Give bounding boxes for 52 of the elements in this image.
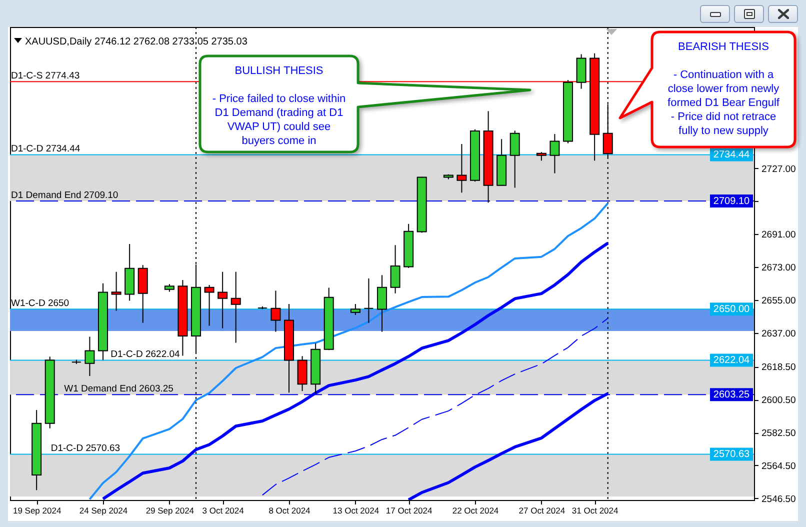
annotation: D1-C-D 2734.44 [11,144,80,155]
annotation: D1 Demand End 2709.10 [11,190,118,202]
x-tick-label: 29 Sep 2024 [146,506,194,516]
candlestick [218,271,228,329]
line-series [407,392,610,500]
candlestick [270,290,281,332]
text: BEARISH THESIS - Continuation with a close lower from newly formed D1 Bear Engulf - Price did not retrace fully to new supply [668,41,780,137]
annotation: D1-C-S 2774.43 [11,70,80,82]
y-tick-label: 2600.50 [762,395,796,406]
candlestick [230,271,241,344]
x-tick-label: 17 Oct 2024 [386,506,432,516]
annotation: D1-C-D 2622.04 [110,349,180,360]
candlestick [204,284,214,326]
text: XAUUSD,Daily 2746.12 2762.08 2733.05 2735.03 [25,36,248,48]
y-tick-label: 2582.50 [762,428,796,440]
x-tick-label: 31 Oct 2024 [572,506,618,516]
y-tick-label: 2673.00 [762,262,796,274]
candlestick [350,304,360,316]
x-tick-label: 13 Oct 2024 [332,506,380,516]
candlestick [510,130,520,188]
candlestick [390,244,400,294]
ref-line-label: 2734.44 [713,150,750,161]
y-tick-label: 2546.50 [762,494,796,505]
candlestick [111,271,122,312]
line-series [262,318,608,496]
annotation: W1 Demand End 2603.25 [64,384,174,395]
x-tick-label: 3 Oct 2024 [202,506,244,516]
y-tick-label: 2727.00 [762,164,796,175]
annotation: W1-C-D 2650 [11,298,70,310]
y-tick-label: 2637.00 [762,328,796,340]
annotation: D1-C-D 2570.63 [50,443,120,454]
ref-line-label: 2570.63 [713,449,750,460]
ref-line-label: 2650.00 [713,304,750,316]
text: BULLISH THESIS - Price failed to close within D1 Demand (trading at D1 VWAP UT) could see buyers come in [212,65,346,147]
ref-line-label: 2622.04 [713,355,750,366]
ref-line-label: 2603.25 [713,390,750,401]
candlestick [297,356,308,392]
y-tick-label: 2564.50 [762,460,796,472]
y-tick-label: 2691.00 [762,230,796,241]
candlestick [550,133,560,174]
candlestick [377,274,387,332]
y-tick-label: 2618.50 [762,362,796,374]
candlestick [84,336,95,377]
x-tick-label: 24 Sep 2024 [79,506,128,516]
candlestick [456,144,467,194]
y-tick-label: 2655.00 [762,295,796,306]
x-tick-label: 22 Oct 2024 [452,506,499,516]
x-tick-label: 8 Oct 2024 [268,506,311,516]
ref-line-label: 2709.10 [713,196,750,208]
x-tick-label: 27 Oct 2024 [518,506,566,516]
x-tick-label: 19 Sep 2024 [12,506,62,516]
candlestick [364,278,374,324]
